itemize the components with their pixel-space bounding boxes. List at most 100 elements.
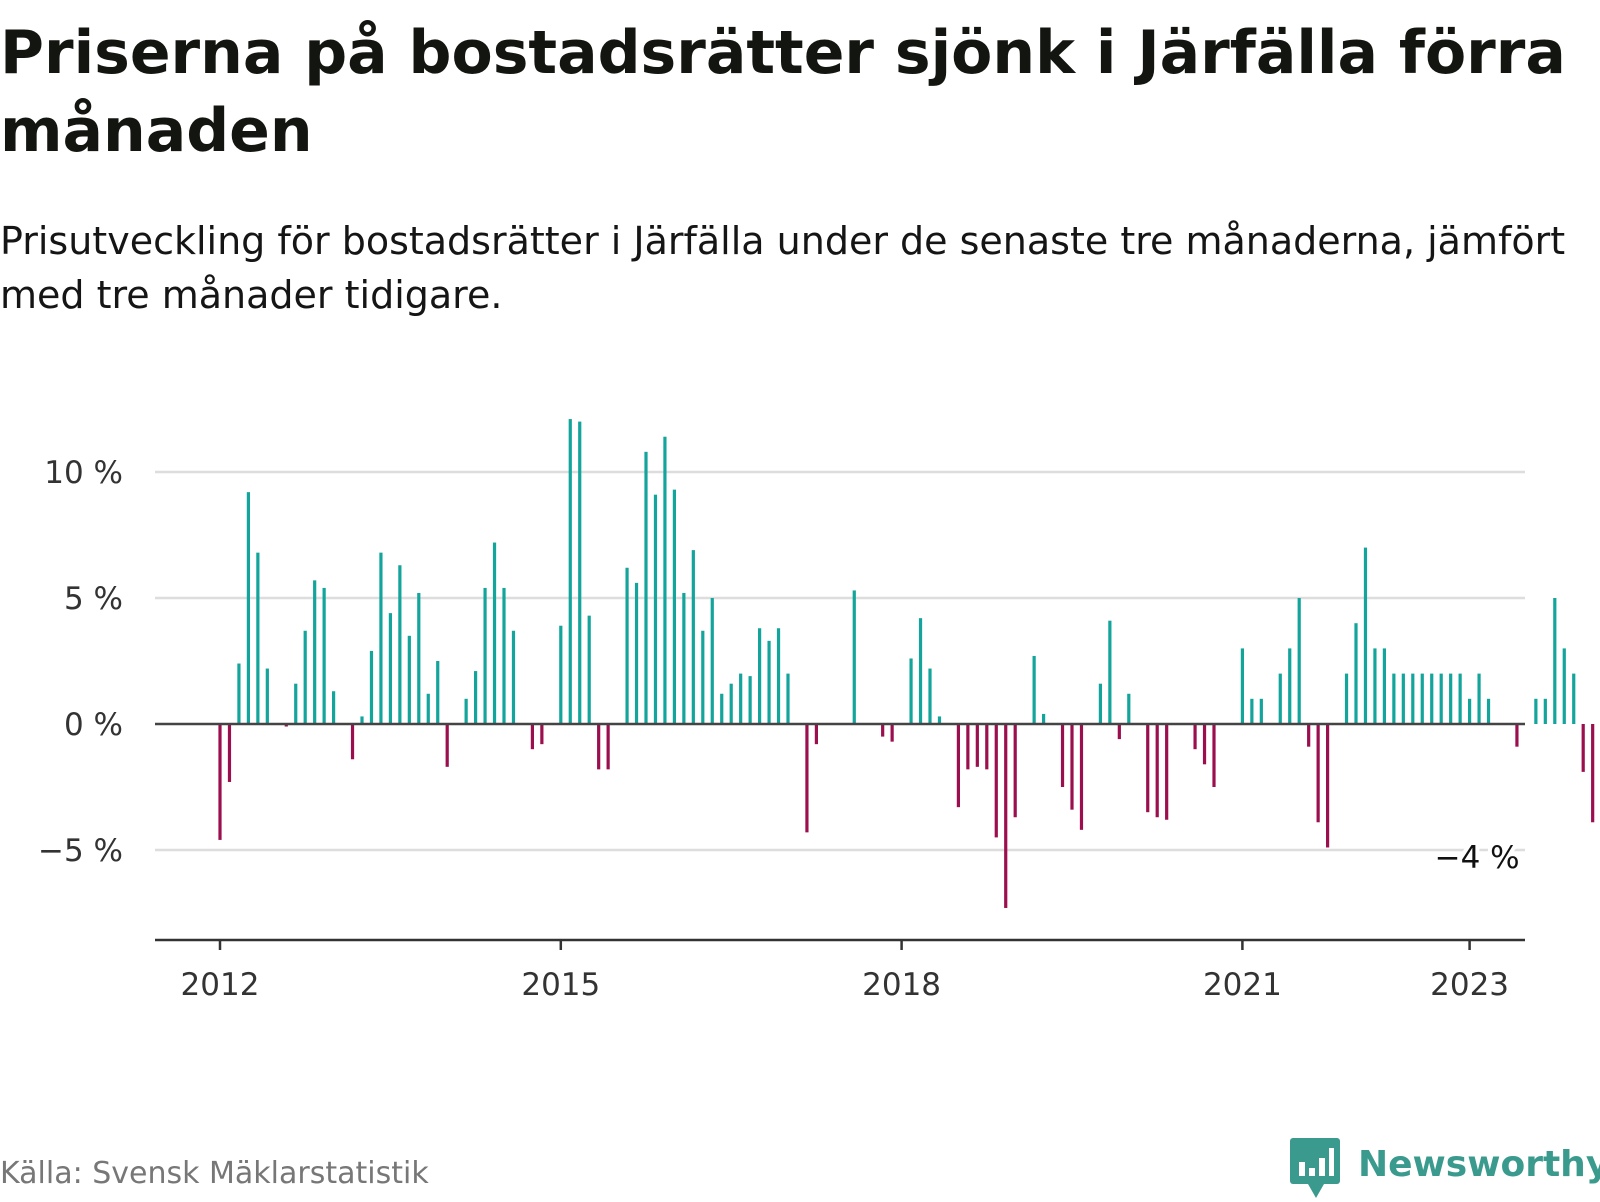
x-tick-label: 2012 — [181, 967, 260, 1003]
bar-positive — [388, 613, 392, 724]
bar-positive — [710, 598, 714, 724]
bar-positive — [1477, 673, 1481, 724]
bar-negative — [530, 724, 534, 750]
y-tick-label: 0 % — [64, 707, 123, 743]
bar-negative — [1117, 724, 1121, 740]
bar-positive — [653, 494, 658, 724]
bar-negative — [805, 724, 809, 833]
bar-positive — [1363, 547, 1368, 724]
bar-negative — [1070, 724, 1074, 810]
y-axis-labels: −5 % 0 % 5 % 10 % — [38, 455, 123, 869]
bar-negative — [218, 724, 222, 840]
bars — [218, 419, 1595, 908]
bar-positive — [1344, 673, 1349, 724]
bar-positive — [1468, 698, 1472, 724]
x-tick-label: 2015 — [521, 967, 600, 1003]
bar-positive — [417, 592, 421, 724]
bar-positive — [852, 590, 856, 724]
bar-negative — [975, 724, 979, 767]
bar-positive — [786, 673, 790, 724]
bar-positive — [332, 691, 336, 724]
bar-positive — [322, 587, 326, 724]
bar-positive — [1288, 648, 1292, 724]
axes — [155, 722, 1525, 942]
bar-negative — [1591, 724, 1595, 823]
bar-positive — [1553, 598, 1557, 724]
bar-negative — [1146, 724, 1150, 813]
bar-positive — [578, 421, 582, 724]
bar-positive — [1032, 655, 1036, 724]
bar-positive — [464, 698, 468, 724]
bar-negative — [966, 724, 970, 770]
bar-negative — [227, 724, 232, 782]
x-tick-label: 2018 — [862, 967, 941, 1003]
bar-positive — [511, 630, 516, 724]
y-tick-label: 10 % — [44, 455, 123, 491]
bar-negative — [284, 724, 288, 727]
bar-negative — [1013, 724, 1017, 818]
bar-negative — [1060, 724, 1065, 787]
bar-positive — [1572, 673, 1576, 724]
bar-negative — [1307, 724, 1311, 747]
x-tick-label: 2023 — [1430, 967, 1509, 1003]
gridlines — [155, 470, 1525, 852]
x-axis-labels: 2012 2015 2018 2021 2023 — [181, 940, 1509, 1003]
bar-negative — [540, 724, 544, 745]
bar-positive — [1108, 620, 1112, 724]
bar-negative — [994, 724, 998, 838]
bar-positive — [1098, 683, 1102, 724]
bar-positive — [303, 630, 307, 724]
bar-positive — [1430, 673, 1434, 724]
bar-positive — [360, 716, 364, 724]
bar-positive — [1486, 698, 1491, 724]
bar-negative — [1212, 724, 1216, 787]
bar-chart-speech-bubble-icon — [1290, 1138, 1340, 1198]
bar-positive — [634, 582, 639, 724]
bar-negative — [890, 724, 894, 742]
bar-positive — [1278, 673, 1282, 724]
bar-positive — [701, 630, 705, 724]
bar-positive — [729, 683, 733, 724]
chart-subtitle: Prisutveckling för bostadsrätter i Järfä… — [0, 219, 1566, 317]
bar-positive — [720, 693, 724, 724]
bar-positive — [1250, 698, 1254, 724]
bar-negative — [1581, 724, 1585, 772]
bar-negative — [597, 724, 601, 770]
bar-positive — [1534, 698, 1538, 724]
bar-positive — [748, 676, 752, 724]
bar-positive — [1259, 698, 1263, 724]
value-annotation: −4 % — [1435, 840, 1520, 876]
bar-positive — [407, 635, 411, 724]
bar-negative — [606, 724, 610, 770]
y-tick-label: 5 % — [64, 581, 123, 617]
annotations: −4 % — [1431, 836, 1524, 880]
bar-positive — [265, 668, 269, 724]
bar-positive — [1543, 698, 1547, 724]
bar-positive — [246, 492, 250, 724]
bar-positive — [256, 552, 260, 724]
bar-positive — [587, 615, 591, 724]
bar-positive — [483, 587, 487, 724]
bar-positive — [436, 661, 440, 724]
bar-positive — [1449, 673, 1453, 724]
bar-positive — [426, 693, 430, 724]
bar-positive — [1240, 648, 1244, 724]
bar-positive — [237, 663, 241, 724]
bar-positive — [625, 567, 629, 724]
bar-positive — [1373, 648, 1377, 724]
bar-negative — [985, 724, 989, 770]
bar-negative — [814, 724, 818, 745]
bar-positive — [1354, 623, 1358, 724]
bar-positive — [1042, 713, 1046, 724]
bar-positive — [379, 552, 383, 724]
bar-negative — [350, 724, 355, 760]
bar-positive — [1401, 673, 1405, 724]
bar-positive — [369, 650, 374, 724]
bar-negative — [1165, 724, 1169, 820]
bar-positive — [1411, 673, 1415, 724]
bar-negative — [1079, 724, 1084, 830]
bar-positive — [758, 628, 762, 724]
bar-positive — [559, 625, 563, 724]
bar-positive — [776, 628, 781, 724]
bar-positive — [1127, 693, 1131, 724]
